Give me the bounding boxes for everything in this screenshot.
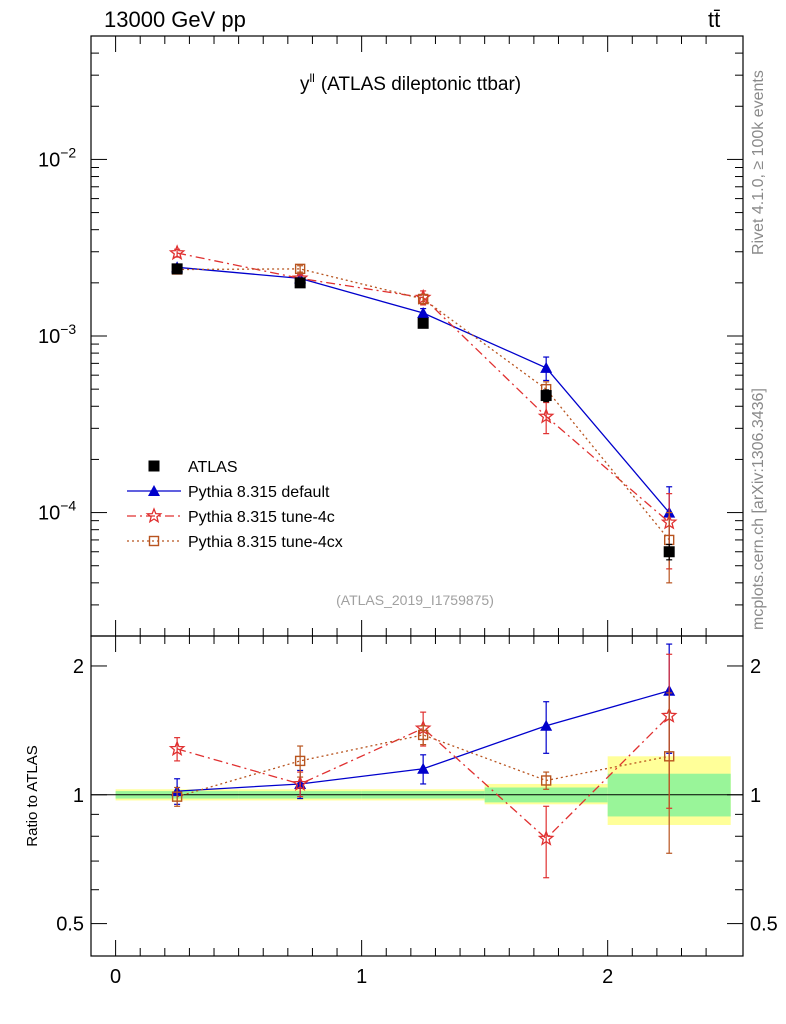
main-point-default bbox=[417, 306, 430, 318]
ratio-ytick-label-right: 2 bbox=[750, 656, 761, 678]
legend-marker-tune4c bbox=[145, 507, 163, 524]
ratio-ytick-label-left: 0.5 bbox=[56, 914, 84, 936]
ratio-line-tune4cx bbox=[176, 734, 670, 798]
plot-title-sup: ll bbox=[310, 71, 315, 85]
legend-label-default: Pythia 8.315 default bbox=[188, 484, 330, 501]
main-point-default bbox=[540, 361, 553, 373]
main-point-atlas bbox=[663, 546, 675, 558]
ratio-point-tune4c bbox=[537, 829, 555, 846]
main-point-tune4c bbox=[537, 407, 555, 424]
ratio-point-tune4cx bbox=[171, 791, 183, 802]
plot-title: yll (ATLAS dileptonic ttbar) bbox=[300, 71, 521, 95]
ratio-point-default bbox=[540, 719, 553, 731]
ratio-xtick-label: 2 bbox=[602, 966, 613, 988]
ratio-point-tune4cx bbox=[540, 775, 552, 786]
ratio-series bbox=[168, 643, 678, 879]
main-point-atlas bbox=[294, 277, 306, 289]
main-series bbox=[168, 244, 678, 584]
ratio-ylabel: Ratio to ATLAS bbox=[24, 745, 41, 846]
main-series-atlas bbox=[171, 263, 675, 561]
ratio-point-default bbox=[417, 762, 430, 774]
main-point-tune4cx bbox=[294, 263, 306, 275]
plot-title-main: y bbox=[300, 74, 310, 95]
main-point-tune4c bbox=[168, 244, 186, 261]
ratio-point-tune4cx bbox=[294, 755, 306, 767]
analysis-id: (ATLAS_2019_I1759875) bbox=[336, 592, 494, 608]
side-label-rivet: Rivet 4.1.0, ≥ 100k events bbox=[750, 70, 767, 255]
main-point-tune4cx bbox=[417, 293, 429, 305]
legend-item-tune4c: Pythia 8.315 tune-4c bbox=[127, 507, 335, 526]
ratio-ytick-label-right: 0.5 bbox=[750, 914, 778, 936]
legend-item-default: Pythia 8.315 default bbox=[127, 484, 330, 501]
legend-marker-tune4cx bbox=[148, 535, 160, 547]
main-point-atlas bbox=[540, 390, 552, 402]
legend-label-tune4c: Pythia 8.315 tune-4c bbox=[188, 509, 335, 526]
ratio-point-tune4c bbox=[291, 775, 309, 792]
legend-item-tune4cx: Pythia 8.315 tune-4cx bbox=[127, 534, 343, 551]
legend: ATLAS Pythia 8.315 default Pythia 8.315 tu… bbox=[127, 459, 343, 551]
main-axes: 10−4 10−3 10−2 bbox=[38, 35, 743, 637]
ratio-axes: 0.5 0.5 1 1 2 2 0 1 2 bbox=[56, 636, 778, 988]
ratio-panel-frame bbox=[90, 635, 744, 957]
ratio-point-tune4cx bbox=[417, 729, 429, 741]
plot-title-rest: (ATLAS dileptonic ttbar) bbox=[321, 74, 521, 95]
main-point-atlas bbox=[417, 317, 429, 329]
legend-label-atlas: ATLAS bbox=[188, 459, 238, 476]
legend-label-tune4cx: Pythia 8.315 tune-4cx bbox=[188, 534, 343, 551]
main-ytick-label: 10−2 bbox=[38, 144, 76, 171]
legend-marker-default bbox=[148, 485, 160, 496]
legend-item-atlas: ATLAS bbox=[148, 459, 238, 476]
ratio-point-tune4cx bbox=[663, 751, 675, 762]
legend-marker-atlas bbox=[148, 460, 160, 472]
header-left: 13000 GeV pp bbox=[104, 7, 246, 32]
main-ytick-label: 10−4 bbox=[38, 498, 76, 525]
ratio-ytick-label-right: 1 bbox=[750, 785, 761, 807]
main-ytick-label: 10−3 bbox=[38, 321, 76, 348]
ratio-xtick-label: 1 bbox=[356, 966, 367, 988]
main-point-atlas bbox=[171, 263, 183, 275]
ratio-ytick-label-left: 2 bbox=[73, 656, 84, 678]
header-right: tt̄ bbox=[708, 7, 721, 32]
ratio-series-tune4cx bbox=[171, 692, 675, 854]
ratio-ytick-label-left: 1 bbox=[73, 785, 84, 807]
ratio-xtick-label: 0 bbox=[110, 966, 121, 988]
ratio-point-tune4c bbox=[168, 740, 186, 757]
side-label-mcplots: mcplots.cern.ch [arXiv:1306.3436] bbox=[750, 388, 767, 630]
